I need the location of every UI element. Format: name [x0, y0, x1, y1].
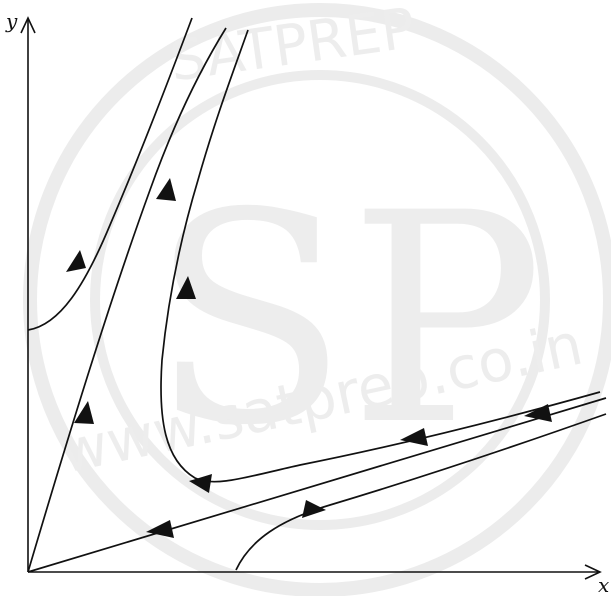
arrow-rightward-from-x-axis [302, 500, 326, 518]
trajectory-shallow-eigenline [27, 397, 607, 573]
arrow-upward-hyperbola [176, 276, 196, 299]
arrow-upward-steep-line-high [156, 178, 176, 201]
trajectory-hyperbolic [160, 29, 601, 483]
trajectory-from-x-axis [235, 413, 607, 571]
arrow-upward-left-curve [66, 250, 86, 272]
y-axis-arrowhead [20, 16, 36, 34]
trajectory-from-y-axis [27, 17, 193, 331]
y-axis-label: y [5, 9, 18, 33]
trajectories [27, 17, 607, 573]
arrow-leftward-hyperbola-bottom [189, 474, 212, 493]
watermark: SP www.satprep.co.in SATPREP [23, 0, 611, 596]
axes: y x [5, 9, 609, 596]
arrow-leftward-shallow-line [146, 520, 174, 538]
arrow-leftward-hyperbola-mid [400, 428, 428, 446]
arrow-upward-steep-line-low [74, 401, 94, 424]
x-axis-label: x [598, 573, 609, 596]
arrow-leftward-hyperbola-right [524, 404, 552, 422]
x-axis-arrowhead [584, 564, 602, 580]
trajectory-steep-eigenline [27, 27, 227, 573]
arrowheads [66, 178, 552, 538]
watermark-logo: SP [150, 152, 544, 489]
